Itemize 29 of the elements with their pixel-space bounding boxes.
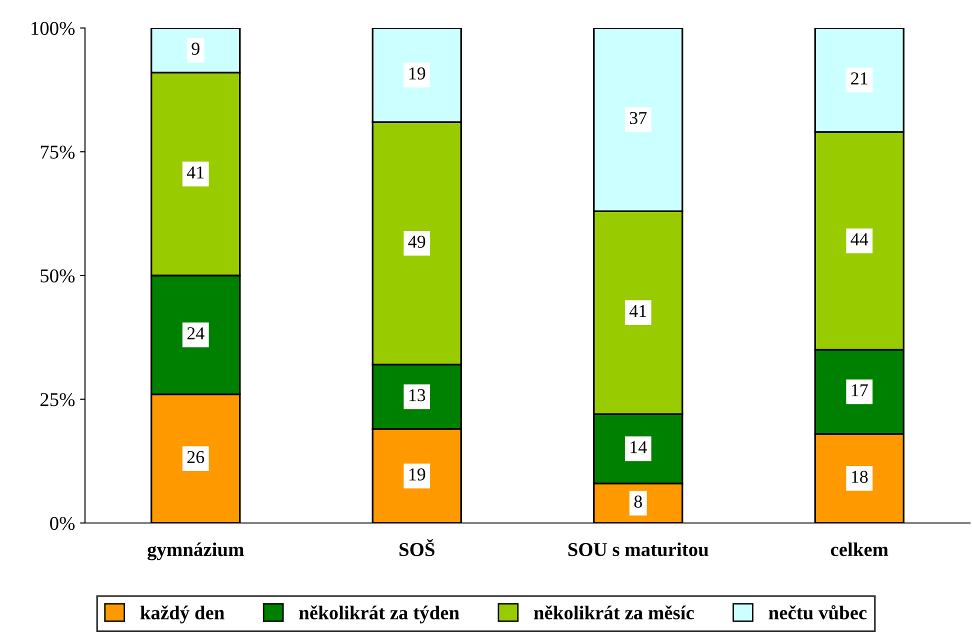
data-label: 41 bbox=[186, 166, 204, 178]
x-tick-label: SOU s maturitou bbox=[568, 542, 708, 556]
legend-label: několikrát za týden bbox=[299, 605, 460, 624]
data-label: 21 bbox=[851, 72, 868, 84]
y-tick-label: 100% bbox=[32, 22, 75, 35]
data-label: 9 bbox=[192, 42, 200, 55]
data-label: 13 bbox=[409, 389, 426, 402]
x-tick-label: SOŠ bbox=[400, 539, 434, 556]
y-tick-label: 25% bbox=[40, 393, 75, 406]
y-tick-label: 0% bbox=[50, 516, 75, 530]
data-label: 37 bbox=[630, 112, 647, 124]
data-label: 19 bbox=[409, 468, 426, 480]
y-tick-label: 50% bbox=[40, 269, 75, 282]
data-label: 19 bbox=[409, 67, 426, 80]
data-label: 24 bbox=[187, 327, 204, 340]
legend-label: několikrát za měsíc bbox=[534, 605, 694, 620]
data-label: 17 bbox=[852, 384, 868, 396]
data-label: 44 bbox=[850, 233, 868, 246]
legend-label: nečtu vůbec bbox=[768, 605, 867, 620]
data-label: 49 bbox=[408, 236, 426, 248]
x-tick-label: celkem bbox=[830, 542, 888, 556]
data-label: 14 bbox=[630, 441, 647, 454]
data-label: 26 bbox=[187, 451, 204, 464]
data-label: 41 bbox=[629, 305, 646, 317]
data-label: 8 bbox=[634, 496, 642, 508]
data-label: 18 bbox=[852, 470, 868, 483]
legend-label: každý den bbox=[140, 605, 224, 624]
y-tick-label: 75% bbox=[40, 146, 75, 159]
x-tick-label: gymnázium bbox=[148, 542, 244, 560]
